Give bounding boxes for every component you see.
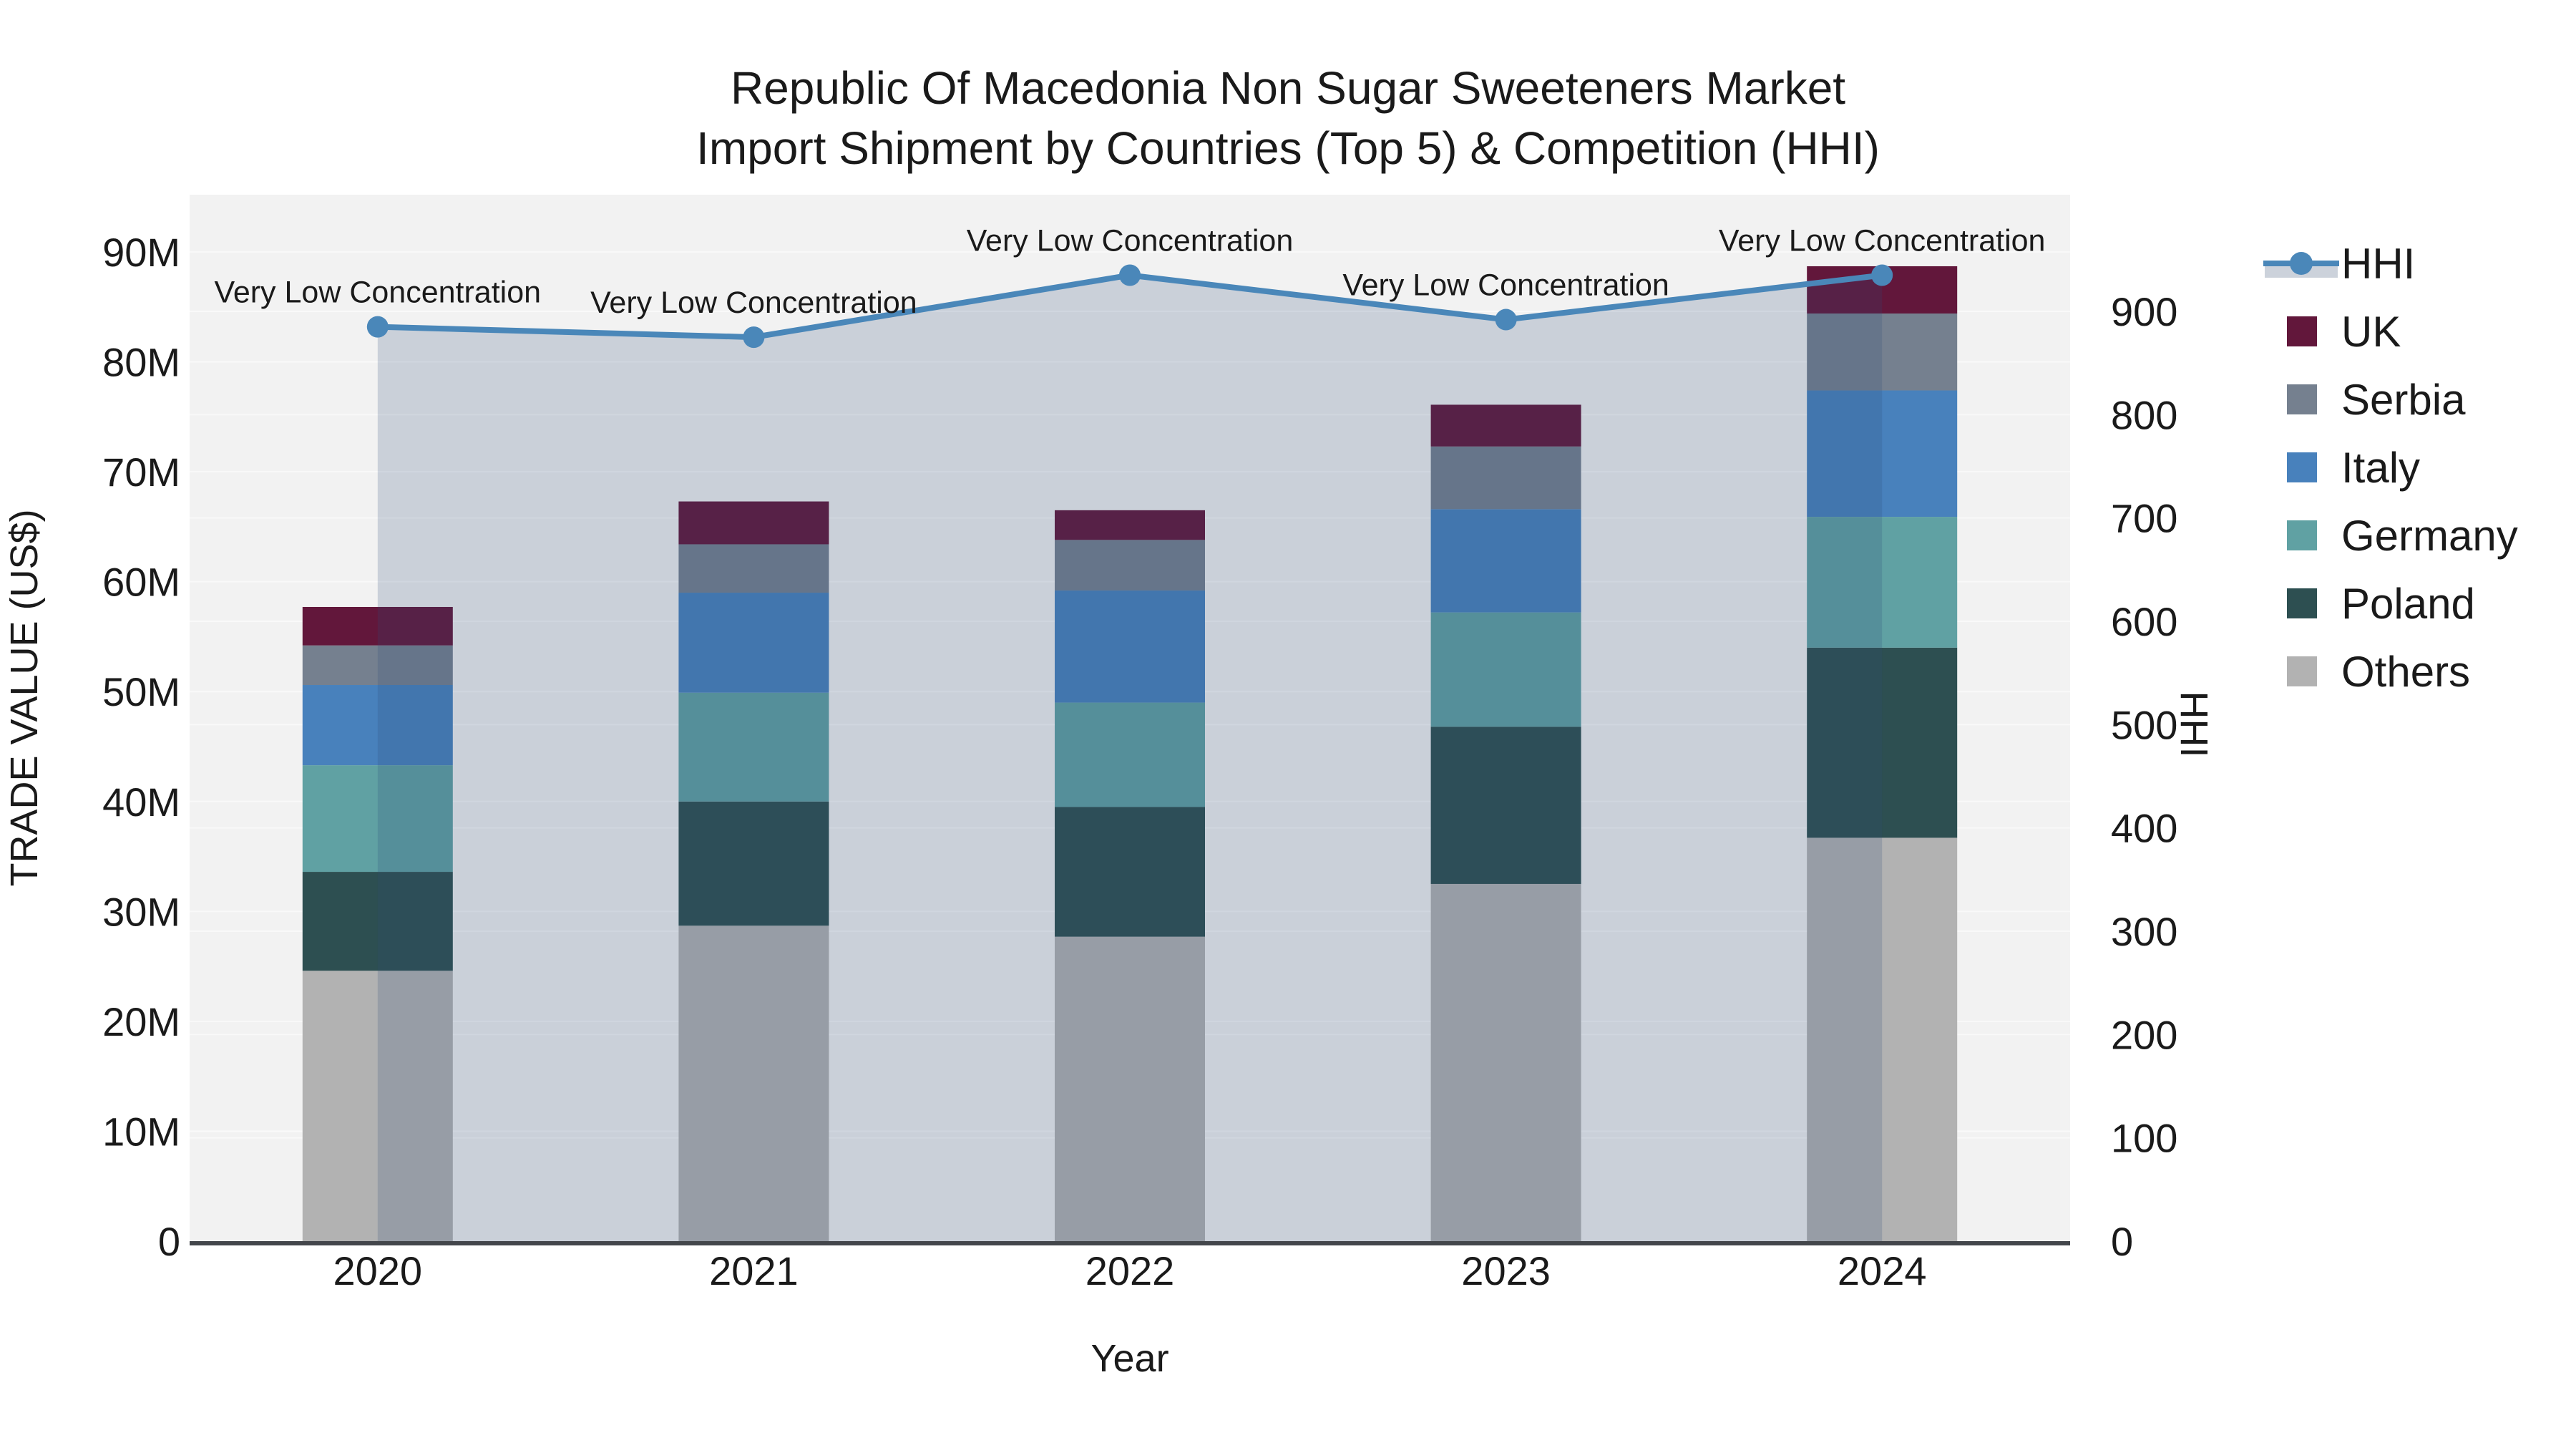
- chart-title-line2: Import Shipment by Countries (Top 5) & C…: [696, 122, 1880, 174]
- y-right-tick-600: 600: [2111, 599, 2177, 644]
- bar-segment-germany-2020: [302, 765, 453, 873]
- y-left-tick-30M: 30M: [102, 889, 180, 934]
- y-right-tick-0: 0: [2111, 1219, 2133, 1264]
- bar-segment-uk-2020: [302, 606, 453, 646]
- annotation-2023: Very Low Concentration: [1342, 268, 1669, 303]
- hhi-marker-2022: [1119, 264, 1141, 286]
- legend-item-italy[interactable]: Italy: [2287, 444, 2420, 492]
- bar-segment-uk-2021: [678, 501, 829, 545]
- bar-segment-poland-2021: [678, 801, 829, 926]
- bar-segment-germany-2024: [1807, 517, 1958, 648]
- y-left-tick-0: 0: [158, 1219, 180, 1264]
- y-right-tick-200: 200: [2111, 1012, 2177, 1057]
- x-tick-2021: 2021: [709, 1248, 799, 1293]
- bar-segment-serbia-2021: [678, 544, 829, 593]
- hhi-area-fill: [377, 275, 1883, 1241]
- hhi-marker-2020: [366, 316, 389, 338]
- bar-segment-italy-2023: [1430, 509, 1581, 613]
- y-right-tick-300: 300: [2111, 909, 2177, 954]
- y-right-tick-800: 800: [2111, 392, 2177, 437]
- annotation-2024: Very Low Concentration: [1719, 223, 2046, 258]
- x-tick-2023: 2023: [1461, 1248, 1551, 1293]
- legend-item-serbia[interactable]: Serbia: [2287, 376, 2466, 424]
- legend-label-others: Others: [2341, 648, 2470, 696]
- chart-title-line1: Republic Of Macedonia Non Sugar Sweetene…: [731, 62, 1845, 114]
- bar-segment-germany-2021: [678, 692, 829, 802]
- y-right-tick-400: 400: [2111, 806, 2177, 851]
- hhi-marker-2021: [743, 326, 765, 349]
- bar-segment-italy-2021: [678, 593, 829, 693]
- bar-segment-serbia-2024: [1807, 313, 1958, 391]
- hhi-marker-2023: [1495, 308, 1517, 331]
- legend-item-germany[interactable]: Germany: [2287, 512, 2518, 560]
- y-left-tick-10M: 10M: [102, 1109, 180, 1154]
- y-axis-title-left: TRADE VALUE (US$): [3, 509, 46, 886]
- bar-segment-germany-2022: [1055, 702, 1205, 807]
- legend-swatch-others-icon: [2287, 656, 2317, 686]
- legend-swatch-serbia-icon: [2287, 384, 2317, 414]
- legend-swatch-germany-icon: [2287, 520, 2317, 550]
- annotation-2022: Very Low Concentration: [967, 223, 1294, 258]
- legend-label-germany: Germany: [2341, 512, 2518, 560]
- hhi-legend-marker-icon: [2290, 252, 2313, 275]
- y-right-tick-900: 900: [2111, 289, 2177, 334]
- bar-segment-italy-2020: [302, 685, 453, 766]
- y-left-tick-40M: 40M: [102, 779, 180, 825]
- y-right-tick-100: 100: [2111, 1116, 2177, 1161]
- annotation-2020: Very Low Concentration: [215, 276, 542, 310]
- y-left-tick-20M: 20M: [102, 999, 180, 1044]
- bar-segment-poland-2024: [1807, 647, 1958, 838]
- bar-segment-others-2022: [1055, 936, 1205, 1241]
- bar-segment-others-2020: [302, 971, 453, 1241]
- bar-segment-poland-2020: [302, 872, 453, 971]
- legend-label-hhi: HHI: [2341, 240, 2415, 288]
- y-right-tick-500: 500: [2111, 702, 2177, 747]
- x-axis-line: [190, 1241, 2070, 1245]
- legend-item-poland[interactable]: Poland: [2287, 580, 2475, 628]
- legend-label-italy: Italy: [2341, 444, 2420, 492]
- legend-item-uk[interactable]: UK: [2287, 308, 2401, 356]
- x-tick-2024: 2024: [1838, 1248, 1927, 1293]
- legend-item-others[interactable]: Others: [2287, 648, 2470, 696]
- y-left-tick-60M: 60M: [102, 560, 180, 605]
- bar-segment-poland-2022: [1055, 807, 1205, 937]
- bar-segment-poland-2023: [1430, 726, 1581, 884]
- bar-segment-others-2021: [678, 925, 829, 1241]
- legend: HHI UK Serbia Italy Germany Poland Others: [2263, 240, 2518, 696]
- legend-item-hhi[interactable]: HHI: [2263, 240, 2415, 288]
- hhi-marker-2024: [1871, 264, 1893, 286]
- bar-segment-serbia-2022: [1055, 540, 1205, 591]
- bar-segment-others-2023: [1430, 883, 1581, 1241]
- legend-label-poland: Poland: [2341, 580, 2475, 628]
- x-tick-2022: 2022: [1085, 1248, 1175, 1293]
- bar-segment-italy-2024: [1807, 390, 1958, 517]
- y-left-tick-80M: 80M: [102, 340, 180, 385]
- bar-segment-others-2024: [1807, 837, 1958, 1241]
- annotation-2021: Very Low Concentration: [590, 286, 917, 320]
- x-axis-title: Year: [1091, 1337, 1169, 1380]
- y-left-tick-70M: 70M: [102, 449, 180, 495]
- legend-swatch-italy-icon: [2287, 452, 2317, 482]
- legend-label-serbia: Serbia: [2341, 376, 2466, 424]
- legend-swatch-uk-icon: [2287, 316, 2317, 346]
- bar-segment-uk-2022: [1055, 510, 1205, 540]
- y-right-tick-700: 700: [2111, 496, 2177, 541]
- y-left-tick-50M: 50M: [102, 669, 180, 714]
- bar-segment-uk-2023: [1430, 404, 1581, 447]
- legend-label-uk: UK: [2341, 308, 2401, 356]
- x-tick-2020: 2020: [333, 1248, 423, 1293]
- y-left-tick-90M: 90M: [102, 230, 180, 275]
- bar-segment-italy-2022: [1055, 590, 1205, 703]
- bar-segment-serbia-2023: [1430, 446, 1581, 510]
- y-axis-title-right: HHI: [2172, 691, 2215, 758]
- legend-swatch-poland-icon: [2287, 588, 2317, 618]
- bar-segment-germany-2023: [1430, 612, 1581, 727]
- bar-segment-serbia-2020: [302, 645, 453, 686]
